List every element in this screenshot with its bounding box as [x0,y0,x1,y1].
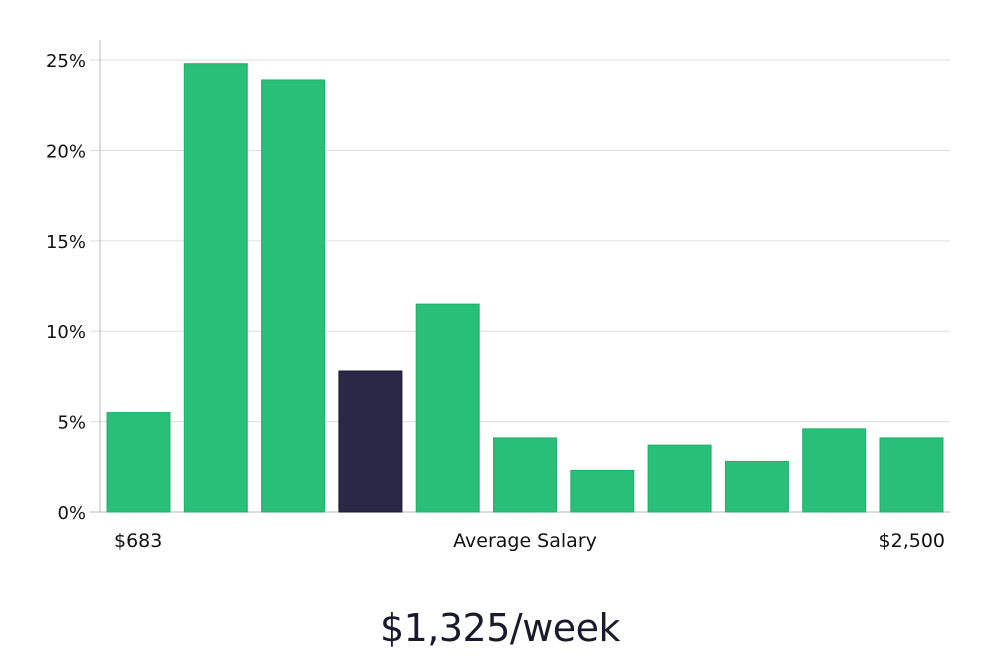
salary-distribution-chart: 0% 5% 10% 15% 20% 25% $683 Average Salary $2,… [46,40,950,552]
y-tick-label: 0% [57,503,86,524]
bar [879,437,944,513]
average-salary-value: $1,325/week [379,606,621,650]
y-tick-label: 15% [46,232,86,253]
x-max-label: $2,500 [879,530,945,552]
y-tick-label: 20% [46,141,86,162]
x-min-label: $683 [114,530,162,552]
y-tick-labels: 0% 5% 10% 15% 20% 25% [46,51,86,524]
bar [183,63,248,513]
bar [724,460,789,513]
y-tick-label: 25% [46,51,86,72]
bar [647,444,712,513]
y-tick-label: 5% [57,413,86,434]
bar-highlighted [338,370,403,513]
bar [415,303,480,513]
bar [570,469,635,513]
y-tick-label: 10% [46,322,86,343]
bar [261,79,326,513]
bar [106,412,171,513]
x-axis-title: Average Salary [453,530,597,552]
bar [802,428,867,513]
bar [493,437,557,513]
bars [106,63,944,513]
